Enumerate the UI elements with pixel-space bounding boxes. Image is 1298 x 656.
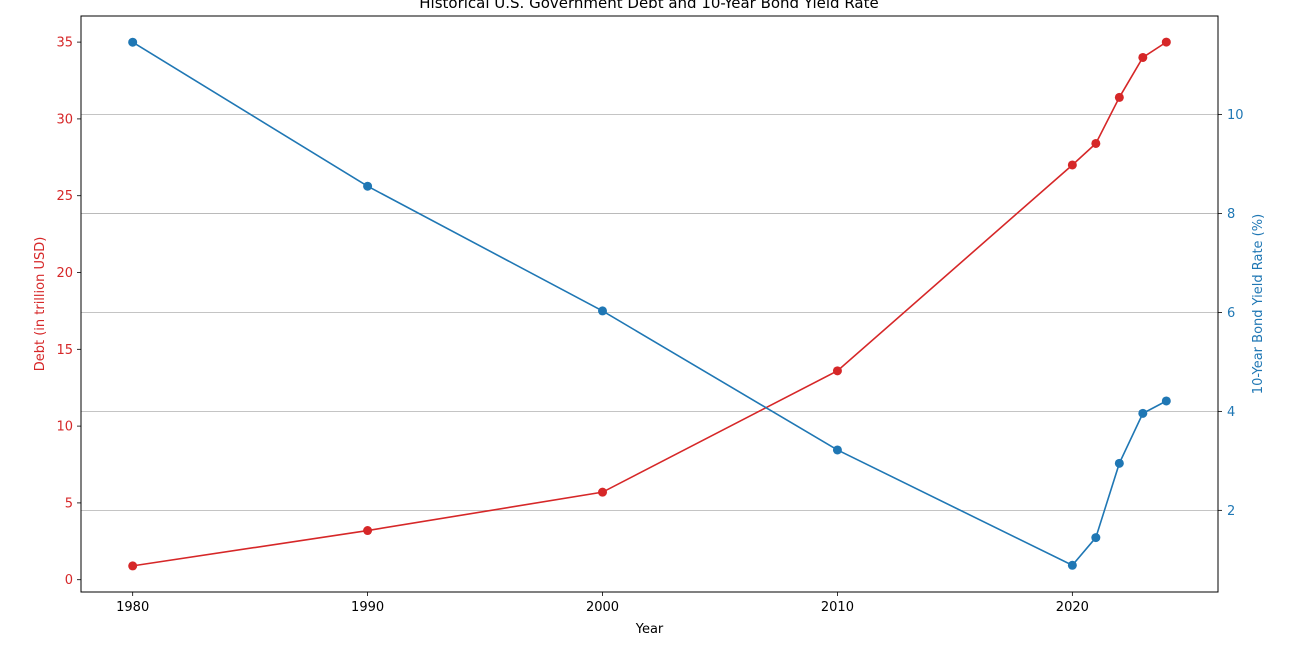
chart-title: Historical U.S. Government Debt and 10-Y…	[419, 0, 878, 12]
debt-point	[1091, 138, 1101, 148]
x-tick-label: 2000	[586, 600, 619, 615]
right-tick-label: 4	[1227, 405, 1235, 420]
x-tick-label: 2010	[821, 600, 854, 615]
x-axis-label: Year	[635, 622, 664, 637]
series-layer	[128, 37, 1171, 571]
debt-series-line	[132, 41, 1167, 567]
yield-point	[1161, 396, 1171, 406]
left-tick-label: 15	[56, 343, 73, 358]
debt-point	[1067, 160, 1077, 170]
x-tick-label: 2020	[1056, 600, 1089, 615]
right-tick-label: 8	[1227, 207, 1235, 222]
left-axis-label: Debt (in trillion USD)	[33, 237, 48, 372]
yield-series-line	[132, 41, 1167, 567]
yield-point	[128, 37, 138, 47]
grid-layer	[81, 114, 1218, 511]
right-tick-label: 2	[1227, 504, 1235, 519]
yield-point	[363, 181, 373, 191]
left-tick-label: 30	[56, 112, 73, 127]
debt-point	[1161, 37, 1171, 47]
x-tick-label: 1980	[116, 600, 149, 615]
left-tick-label: 5	[65, 496, 73, 511]
left-tick-label: 35	[56, 36, 73, 51]
yield-point	[832, 445, 842, 455]
right-tick-label: 10	[1227, 108, 1244, 123]
debt-point	[1138, 52, 1148, 62]
right-axis-label: 10-Year Bond Yield Rate (%)	[1251, 214, 1266, 394]
right-tick-label: 6	[1227, 306, 1235, 321]
left-tick-label: 10	[56, 420, 73, 435]
yield-point	[1067, 560, 1077, 570]
yield-point	[1138, 408, 1148, 418]
debt-point	[832, 366, 842, 376]
debt-point	[128, 561, 138, 571]
yield-point	[598, 306, 608, 316]
left-tick-label: 0	[65, 573, 73, 588]
left-tick-label: 25	[56, 189, 73, 204]
plot-frame	[80, 15, 1219, 593]
debt-point	[1114, 92, 1124, 102]
yield-point	[1114, 458, 1124, 468]
yield-point	[1091, 533, 1101, 543]
x-tick-label: 1990	[351, 600, 384, 615]
axis-layer: 1980 1990 2000 2010 2020 0 5 10 15 20 25 30 35 2 4 6 8 10	[56, 36, 1243, 615]
left-tick-label: 20	[56, 266, 73, 281]
debt-point	[598, 487, 608, 497]
debt-point	[363, 526, 373, 536]
